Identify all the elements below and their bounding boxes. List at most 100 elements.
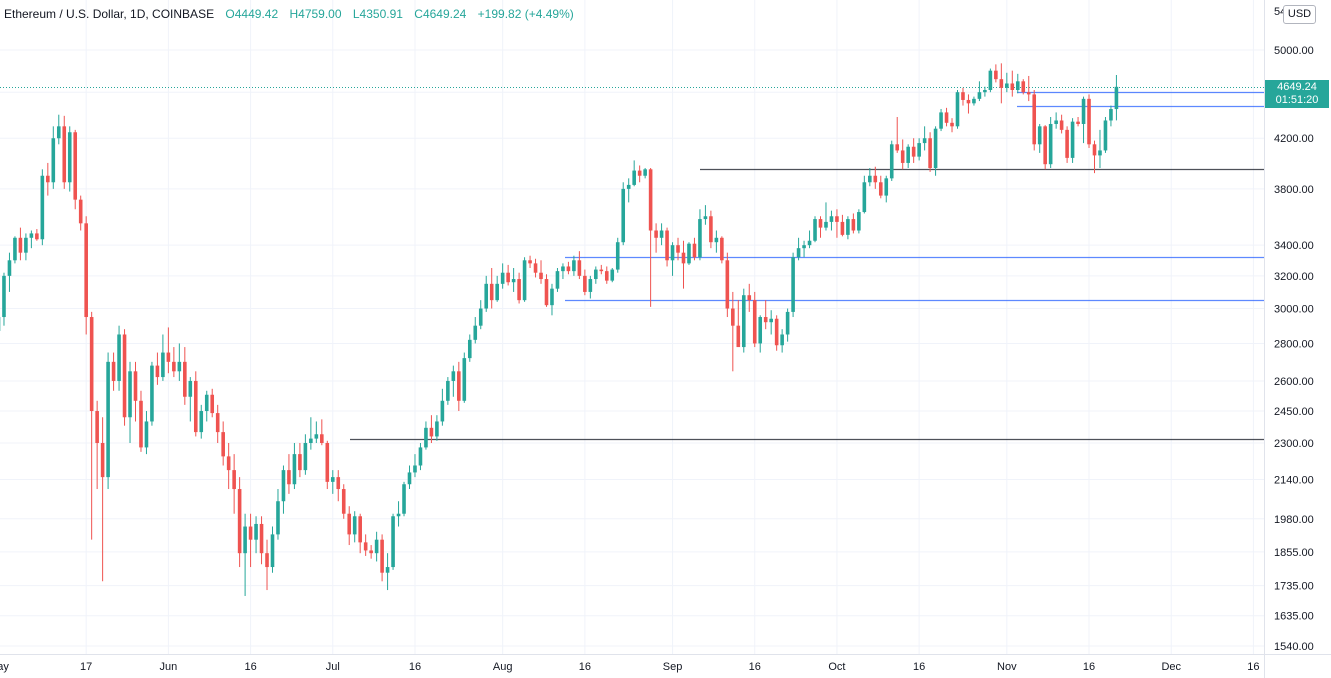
candle-body — [1076, 121, 1080, 124]
time-axis-label: 16 — [244, 661, 256, 673]
candle-body — [199, 411, 204, 433]
candle-body — [928, 138, 932, 169]
candle-body — [594, 269, 598, 280]
time-axis-label: 17 — [80, 661, 92, 673]
candle-body — [741, 295, 746, 348]
candle-body — [731, 308, 735, 326]
candle-body — [577, 260, 582, 276]
price-axis-label: 1855.00 — [1274, 547, 1314, 559]
bar-countdown: 01:51:20 — [1275, 94, 1319, 106]
candle-body — [1109, 109, 1113, 121]
candle-body — [1081, 98, 1086, 124]
time-axis-label: Oct — [828, 661, 845, 673]
price-axis-label: 3400.00 — [1274, 240, 1314, 252]
candle-body — [835, 216, 839, 222]
candle-body — [336, 477, 341, 490]
candle-body — [150, 365, 154, 422]
candle-body — [648, 169, 653, 231]
time-axis-label: Sep — [663, 661, 683, 673]
candle-body — [736, 325, 741, 348]
candle-body — [966, 99, 971, 104]
candle-body — [566, 266, 571, 272]
candle-body — [248, 526, 253, 540]
candle-body — [204, 394, 209, 412]
candle-body — [676, 245, 680, 253]
last-price-tag: 4649.24 01:51:20 — [1265, 80, 1329, 108]
candle-body — [763, 317, 768, 323]
candle-body — [511, 279, 516, 283]
candle-body — [1114, 86, 1119, 110]
candle-body — [933, 128, 938, 169]
candle-body — [1092, 144, 1097, 156]
candle-body — [911, 146, 916, 157]
candle-body — [961, 92, 965, 100]
candle-body — [550, 288, 554, 306]
candle-body — [780, 334, 784, 346]
candle-body — [983, 90, 987, 93]
candle-body — [752, 300, 757, 344]
candle-body — [583, 275, 587, 292]
candle-body — [292, 454, 297, 485]
last-price-value: 4649.24 — [1277, 81, 1317, 93]
candle-body — [435, 421, 439, 437]
candle-body — [100, 442, 105, 478]
candle-body — [303, 442, 308, 471]
candle-body — [1103, 120, 1108, 151]
candle-body — [7, 260, 12, 276]
candle-body — [1054, 120, 1058, 124]
candle-body — [89, 317, 94, 412]
candle-body — [166, 352, 171, 362]
candle-body — [62, 126, 67, 183]
candle-body — [259, 523, 264, 554]
candle-body — [117, 334, 121, 381]
candle-body — [922, 138, 927, 144]
candle-body — [1087, 98, 1091, 145]
candle-body — [193, 380, 198, 433]
candle-body — [522, 260, 527, 301]
time-axis-label: Nov — [997, 661, 1017, 673]
ohlc-close: C4649.24 — [414, 7, 467, 21]
time-axis-label: 16 — [409, 661, 421, 673]
candle-body — [769, 318, 773, 323]
candle-body — [840, 221, 845, 235]
candle-body — [369, 550, 373, 554]
candle-body — [418, 447, 423, 466]
candle-body — [489, 283, 494, 301]
candle-body — [533, 263, 538, 273]
candle-body — [709, 216, 713, 243]
candle-body — [320, 434, 324, 443]
symbol-name[interactable]: Ethereum / U.S. Dollar, 1D, COINBASE — [4, 7, 215, 21]
candle-body — [177, 361, 182, 372]
candle-body — [774, 318, 779, 346]
candle-body — [133, 371, 138, 401]
candle-body — [1005, 83, 1009, 88]
candle-body — [621, 188, 626, 243]
candle-body — [396, 513, 401, 517]
candle-body — [670, 245, 675, 261]
candle-body — [424, 427, 428, 448]
time-axis-label: May — [0, 661, 9, 673]
candle-body — [1010, 83, 1015, 91]
symbol-header: Ethereum / U.S. Dollar, 1D, COINBASE O44… — [4, 7, 582, 21]
candle-body — [1015, 81, 1020, 91]
candle-body — [374, 539, 379, 554]
candle-body — [561, 266, 565, 272]
currency-button[interactable]: USD — [1283, 5, 1316, 24]
candle-body — [654, 230, 658, 238]
candle-body — [237, 489, 242, 554]
candle-body — [950, 122, 954, 127]
candle-body — [2, 275, 6, 318]
candle-body — [615, 242, 620, 270]
candle-body — [796, 248, 801, 258]
candle-body — [451, 371, 456, 381]
candle-body — [687, 243, 691, 264]
candle-body — [1065, 129, 1069, 158]
candle-body — [851, 219, 856, 231]
candle-body — [221, 432, 225, 457]
candle-body — [807, 240, 812, 246]
candle-body — [988, 70, 993, 91]
candle-body — [785, 311, 790, 335]
candle-body — [1032, 94, 1037, 145]
